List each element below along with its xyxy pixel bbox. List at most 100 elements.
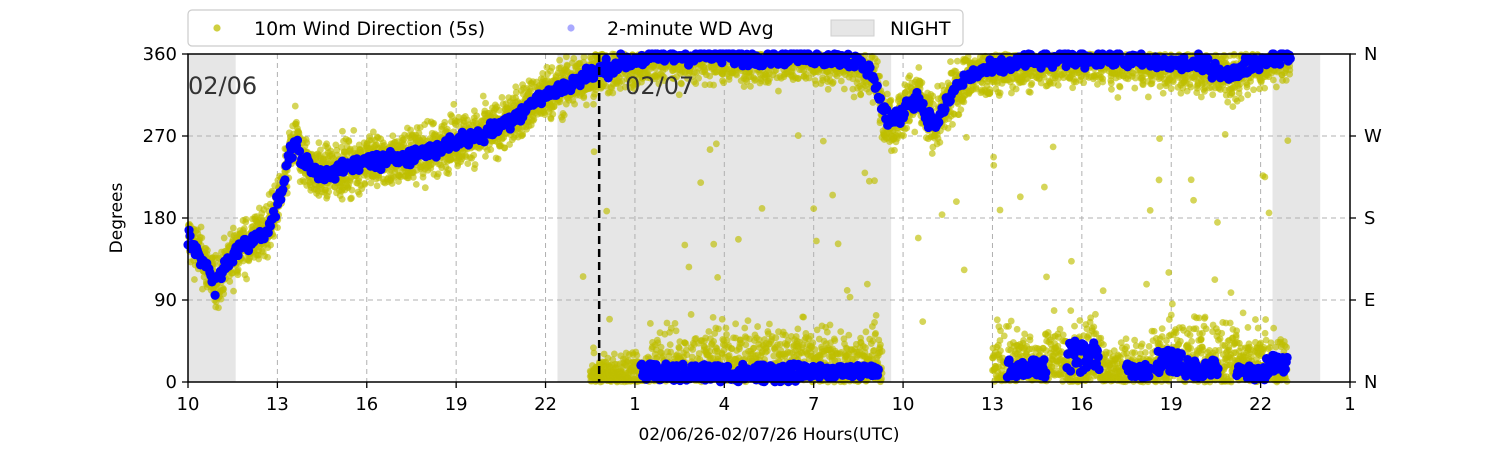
raw-point (1282, 76, 1290, 84)
raw-point (234, 271, 242, 279)
raw-point (450, 100, 458, 108)
raw-point (339, 127, 346, 135)
raw-point (345, 138, 353, 145)
raw-point (501, 144, 509, 152)
raw-point (748, 68, 756, 76)
raw-point (671, 319, 679, 327)
raw-point (388, 180, 396, 187)
raw-point (1197, 93, 1205, 101)
raw-point (570, 55, 578, 62)
raw-point (1108, 85, 1115, 93)
raw-point (487, 146, 495, 154)
raw-point (883, 90, 891, 98)
raw-point (268, 187, 276, 195)
raw-point (434, 170, 442, 178)
raw-point (303, 139, 311, 147)
raw-point (1131, 84, 1139, 92)
raw-point (355, 174, 363, 182)
raw-point (571, 100, 578, 108)
raw-point (720, 79, 728, 87)
raw-point (479, 92, 487, 100)
raw-point (338, 195, 346, 203)
raw-point (291, 102, 299, 110)
raw-point (264, 253, 272, 261)
raw-point (590, 349, 598, 357)
raw-point (1187, 83, 1195, 91)
raw-point (317, 146, 324, 154)
raw-point (1028, 80, 1036, 87)
raw-point (887, 96, 895, 104)
raw-point (549, 110, 557, 118)
raw-point (947, 58, 954, 66)
raw-point (960, 98, 968, 106)
raw-point (710, 81, 717, 89)
raw-point (470, 151, 478, 159)
raw-point (740, 83, 748, 90)
raw-point (580, 53, 588, 61)
raw-point (692, 80, 700, 88)
raw-point (494, 155, 502, 163)
raw-point (996, 89, 1004, 97)
raw-point (482, 99, 489, 107)
raw-point (519, 131, 526, 139)
raw-point (1237, 95, 1245, 102)
raw-point (850, 93, 858, 101)
grid-lines (188, 54, 1350, 382)
raw-point (325, 188, 333, 196)
raw-point (242, 215, 250, 223)
raw-point (672, 327, 680, 335)
raw-point (610, 350, 618, 358)
raw-point (936, 138, 944, 146)
raw-point (430, 119, 438, 127)
raw-point (915, 64, 923, 71)
raw-point (539, 70, 547, 77)
raw-point (1272, 83, 1280, 91)
raw-point (675, 91, 683, 99)
raw-point (373, 182, 381, 190)
raw-point (1012, 85, 1020, 93)
raw-point (191, 276, 198, 283)
raw-point (928, 150, 936, 157)
raw-point (633, 351, 641, 359)
raw-point (220, 234, 228, 242)
raw-point (1244, 91, 1252, 99)
raw-point (1224, 98, 1232, 106)
raw-point (556, 56, 564, 64)
raw-point (512, 83, 520, 91)
raw-point (701, 81, 709, 89)
raw-point (215, 304, 222, 312)
raw-point (332, 141, 340, 149)
raw-point (389, 132, 397, 140)
raw-point (419, 173, 427, 181)
raw-point (837, 77, 845, 85)
raw-point (240, 225, 248, 232)
raw-point (580, 92, 588, 100)
raw-point (706, 72, 714, 80)
raw-point (891, 146, 898, 154)
raw-point (482, 152, 489, 160)
raw-point (220, 285, 228, 293)
raw-point (775, 87, 782, 95)
raw-point (563, 61, 571, 69)
raw-point (1159, 89, 1167, 97)
raw-point (274, 224, 281, 232)
raw-point (217, 295, 225, 303)
raw-point (348, 186, 356, 194)
raw-point (315, 139, 323, 147)
raw-point (918, 79, 926, 87)
raw-point (355, 190, 363, 198)
raw-point (590, 100, 597, 108)
raw-point (230, 287, 237, 295)
raw-point (369, 128, 377, 136)
raw-point (903, 124, 911, 132)
raw-point (666, 341, 674, 349)
raw-point (1114, 94, 1122, 101)
raw-point (530, 115, 538, 123)
raw-point (255, 255, 263, 263)
raw-point (1054, 81, 1062, 89)
raw-point (1116, 83, 1124, 91)
raw-point (621, 83, 629, 91)
raw-point (1286, 66, 1294, 74)
raw-point (747, 82, 754, 90)
raw-point (415, 129, 423, 137)
